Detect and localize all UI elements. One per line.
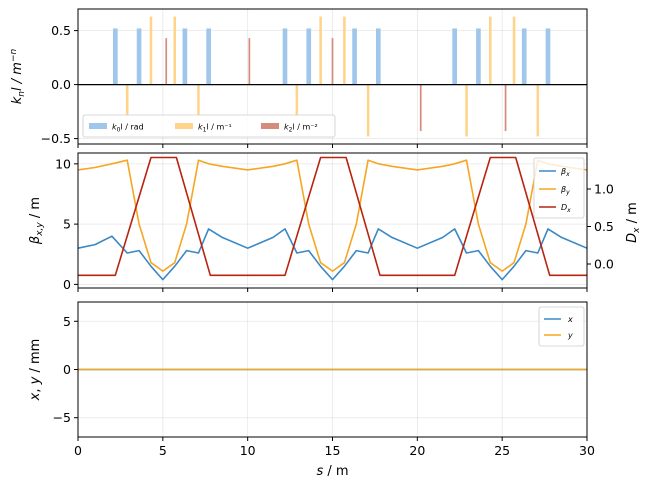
bar-k0 xyxy=(476,28,481,85)
x-tick-label: 30 xyxy=(579,443,595,458)
x-tick-label: 0 xyxy=(74,443,82,458)
bar-k1 xyxy=(197,84,200,115)
bar-k0 xyxy=(206,28,211,85)
bar-k1 xyxy=(465,84,468,137)
bar-k1 xyxy=(149,16,153,85)
legend-swatch-k0 xyxy=(89,123,107,129)
bar-k0 xyxy=(521,28,527,85)
bar-k2 xyxy=(419,84,422,132)
bar-k1 xyxy=(173,16,176,85)
bar-k1 xyxy=(295,84,299,115)
bar-k1 xyxy=(125,84,129,115)
optics-legend: βx βy Dx xyxy=(533,157,585,219)
bar-k1 xyxy=(366,84,370,137)
legend-box xyxy=(533,157,585,219)
bar-k0 xyxy=(306,28,312,85)
orbit-panel: 0 5 10 15 20 25 30 −5 0 5 xy x, y / mm s / m xyxy=(28,301,595,479)
optics-panel: 0 5 10 0.0 0.5 1.0 βx βy Dx βx,y / m Dx / m xyxy=(28,152,642,292)
legend-box xyxy=(538,306,585,347)
x-tick-label: 20 xyxy=(409,443,425,458)
legend-label-y: y xyxy=(567,331,573,340)
bar-k0 xyxy=(375,28,381,85)
y-tick-label: 10 xyxy=(55,156,71,171)
x-tick-label: 25 xyxy=(494,443,510,458)
legend-label-1: βy xyxy=(560,185,570,196)
bar-k1 xyxy=(536,84,540,137)
legend-swatch-k2 xyxy=(261,123,279,129)
legend-label-2: Dx xyxy=(561,203,571,214)
y-tick-label: 5 xyxy=(63,217,71,232)
bar-k0 xyxy=(112,28,118,85)
bar-k1 xyxy=(319,16,322,85)
orbit-ylabel: x, y / mm xyxy=(28,339,43,402)
bar-k2 xyxy=(165,38,168,85)
line-beta-x xyxy=(77,228,588,281)
legend-label-k1: k1l / m⁻¹ xyxy=(198,123,232,134)
magnet-panel-frame xyxy=(77,8,588,145)
orbit-legend: xy xyxy=(538,306,585,347)
legend-label-x: x xyxy=(567,315,573,324)
y-tick-label: 0.0 xyxy=(51,77,71,92)
bar-k0 xyxy=(282,28,288,85)
s-xlabel: s / m xyxy=(316,464,348,479)
bar-k0 xyxy=(182,28,188,85)
bar-k1 xyxy=(343,16,346,85)
legend-label-k0: k0l / rad xyxy=(112,123,144,134)
bar-k0 xyxy=(545,28,551,85)
y-tick-label: 0 xyxy=(63,362,71,377)
bar-k1 xyxy=(512,16,516,85)
y2-tick-label: 1.0 xyxy=(594,182,614,197)
y-tick-label: 5 xyxy=(63,314,71,329)
magnet-panel: −0.5 0.0 0.5 k0l / rad k1l / m⁻¹ k2l / m⁻² k… xyxy=(9,8,588,148)
bar-k2 xyxy=(504,84,507,132)
optics-panel-frame xyxy=(77,152,588,289)
legend-swatch-k1 xyxy=(175,123,193,129)
y-tick-label: 0.5 xyxy=(51,23,71,38)
bar-k0 xyxy=(136,28,142,85)
y-tick-label: 0 xyxy=(63,277,71,292)
y-tick-label: −5 xyxy=(53,410,71,425)
bar-k0 xyxy=(452,28,457,85)
bar-k0 xyxy=(352,28,357,85)
legend-label-0: βx xyxy=(560,167,570,178)
orbit-panel-frame xyxy=(77,301,588,438)
line-beta-y xyxy=(77,159,588,272)
x-tick-label: 5 xyxy=(159,443,167,458)
beta-ylabel: βx,y / m xyxy=(28,197,45,245)
legend-box xyxy=(82,114,336,138)
y-tick-label: −0.5 xyxy=(41,131,71,146)
bar-k1 xyxy=(489,16,492,85)
y2-tick-label: 0.5 xyxy=(594,219,614,234)
magnet-ylabel: knl / m−n xyxy=(9,48,27,104)
dispersion-ylabel: Dx / m xyxy=(625,202,642,243)
legend-label-k2: k2l / m⁻² xyxy=(284,123,318,134)
line-dx xyxy=(78,156,587,277)
bar-k2 xyxy=(331,38,334,85)
x-tick-label: 10 xyxy=(240,443,256,458)
y2-tick-label: 0.0 xyxy=(594,257,614,272)
x-tick-label: 15 xyxy=(325,443,341,458)
magnet-legend: k0l / rad k1l / m⁻¹ k2l / m⁻² xyxy=(82,114,336,138)
bar-k2 xyxy=(248,38,251,85)
